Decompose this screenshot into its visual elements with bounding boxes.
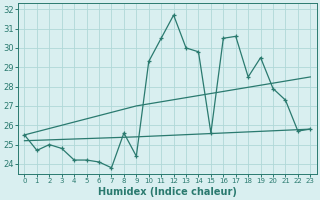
X-axis label: Humidex (Indice chaleur): Humidex (Indice chaleur) bbox=[98, 187, 237, 197]
